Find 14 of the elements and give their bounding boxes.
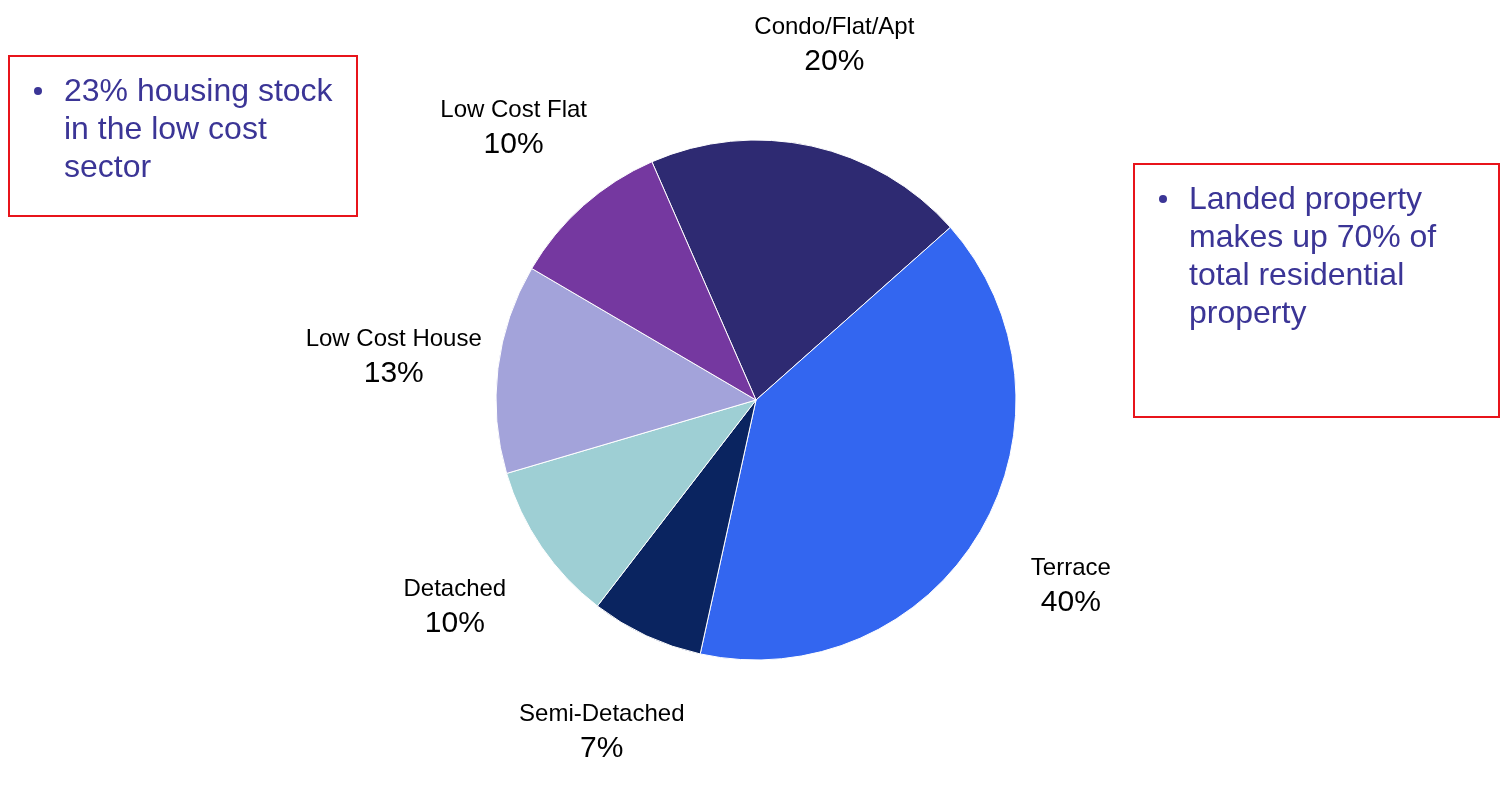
data-label: 13%: [363, 354, 424, 388]
data-label: 40%: [1040, 583, 1101, 617]
text: 23% housing stock in the low cost sector: [64, 72, 333, 184]
slice-label: Low Cost Flat: [440, 95, 588, 123]
slice-label: Terrace: [1030, 552, 1111, 580]
data-label: 7%: [580, 729, 624, 763]
slice-label: Low Cost House: [305, 323, 482, 351]
data-label: 20%: [804, 42, 865, 76]
slice-label: Semi-Detached: [519, 698, 685, 726]
data-label: 10%: [483, 126, 544, 160]
text: Landed property makes up 70% of total residential property: [1189, 180, 1437, 330]
slice-label: Condo/Flat/Apt: [754, 11, 915, 39]
slice-label: Detached: [403, 574, 507, 602]
data-label: 10%: [424, 605, 485, 639]
